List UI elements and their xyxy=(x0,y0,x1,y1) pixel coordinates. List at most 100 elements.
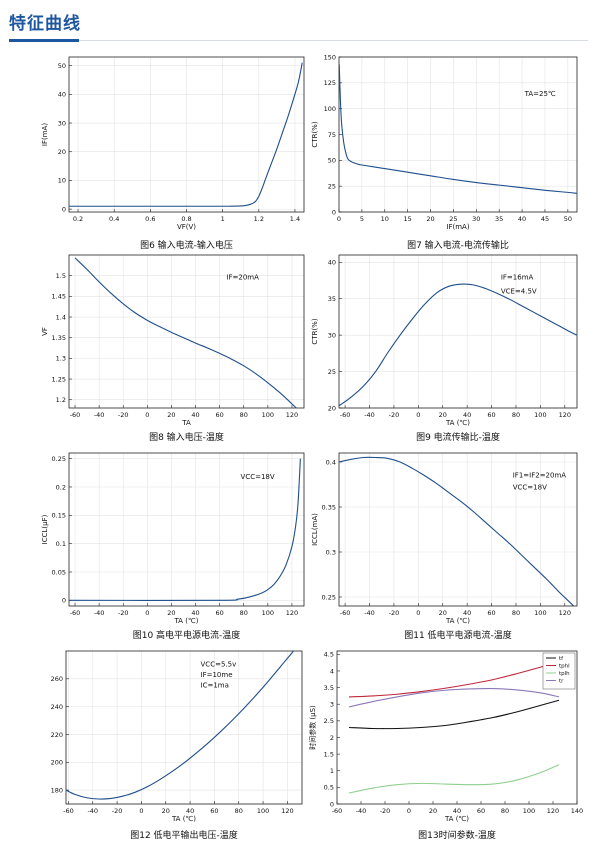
fig11-annotation: VCC=18V xyxy=(513,484,547,492)
fig13-x-tick-label: 0 xyxy=(407,807,411,815)
fig10-x-tick-label: 40 xyxy=(191,609,199,617)
fig11-x-tick-label: -20 xyxy=(389,609,400,617)
fig6-y-tick-label: 20 xyxy=(58,148,66,156)
fig7-x-tick-label: 35 xyxy=(495,215,503,223)
fig7-y-tick-label: 150 xyxy=(324,53,336,61)
fig12-group: -60 -40 -20 0 20 40 60 80 100 120 180 200 220 240 260 T… xyxy=(51,650,303,823)
caption-fig7: 图7 输入电流-电流传输比 xyxy=(407,241,509,251)
fig7-x-tick-label: 0 xyxy=(337,215,341,223)
fig13-y-tick-label: 3 xyxy=(330,701,334,709)
fig7-y-tick-label: 75 xyxy=(328,131,336,139)
fig8-y-tick-label: 1.25 xyxy=(52,375,66,383)
fig9-x-tick-label: 40 xyxy=(463,411,471,419)
fig11-y-axis-label: ICCL(mA) xyxy=(311,513,319,546)
fig13-series-line-tf xyxy=(348,699,560,730)
fig7-x-axis-label: IF(mA) xyxy=(446,223,469,231)
fig6-x-tick-label: 1 xyxy=(221,215,225,223)
fig10-y-tick-label: 0.15 xyxy=(52,512,66,520)
fig7-y-tick-label: 0 xyxy=(332,208,336,216)
fig12-plot-frame xyxy=(65,650,303,805)
fig7-y-tick-label: 50 xyxy=(328,157,336,165)
fig13-y-tick-label: 0 xyxy=(330,800,334,808)
fig11-x-tick-label: 40 xyxy=(463,609,471,617)
fig9-y-tick-label: 30 xyxy=(328,331,336,339)
fig11-x-tick-label: 120 xyxy=(559,609,571,617)
fig10-x-tick-label: -60 xyxy=(70,609,81,617)
fig8-annotation: IF=20mA xyxy=(226,273,259,281)
fig10-plot-frame xyxy=(68,452,305,607)
fig11-x-tick-label: 100 xyxy=(534,609,546,617)
fig10-annotation: VCC=18V xyxy=(241,473,275,481)
fig13-y-tick-label: 2 xyxy=(330,734,334,742)
fig9-x-tick-label: -20 xyxy=(389,411,400,419)
fig13-x-tick-label: -20 xyxy=(380,807,391,815)
fig13-x-tick-label: 60 xyxy=(477,807,485,815)
fig11-y-tick-label: 0.25 xyxy=(322,593,336,601)
fig13-x-tick-label: 120 xyxy=(547,807,559,815)
fig10-y-tick-label: 0.2 xyxy=(56,483,66,491)
fig7-group: 0 5 10 15 20 25 30 35 40 45 50 0 25 50 75 100 125 150 IF(m… xyxy=(311,53,578,231)
fig8-y-tick-label: 1.3 xyxy=(56,355,66,363)
fig7-annotation: TA=25℃ xyxy=(524,90,556,98)
fig13-x-tick-label: 80 xyxy=(501,807,509,815)
fig12-x-tick-label: 40 xyxy=(186,807,194,815)
fig12-annotation: IF=10me xyxy=(201,671,233,679)
fig8-y-tick-label: 1.4 xyxy=(56,313,66,321)
fig10-y-tick-label: 0.25 xyxy=(52,455,66,463)
fig8-x-tick-label: 80 xyxy=(240,411,248,419)
fig10-y-axis-label: ICCL(μF) xyxy=(41,514,49,544)
fig6-x-tick-label: 0.8 xyxy=(181,215,191,223)
fig13-legend-label-tr: tr xyxy=(559,679,564,685)
fig13-legend-label-tplh: tplh xyxy=(559,671,570,677)
caption-fig12: 图12 低电平输出电压-温度 xyxy=(130,831,238,841)
fig12-x-tick-label: 120 xyxy=(281,807,293,815)
fig9-x-tick-label: 20 xyxy=(439,411,447,419)
fig13-x-tick-label: 140 xyxy=(571,807,583,815)
fig13-y-tick-label: 2.5 xyxy=(324,717,334,725)
fig6-y-axis-label: IF(mA) xyxy=(41,123,49,146)
caption-fig6: 图6 输入电流-输入电压 xyxy=(140,241,233,251)
fig13-legend-box xyxy=(542,652,576,690)
fig7-x-tick-label: 50 xyxy=(564,215,572,223)
fig10-x-tick-label: 0 xyxy=(145,609,149,617)
fig8-plot-frame xyxy=(68,254,305,409)
fig12-y-tick-label: 180 xyxy=(51,786,63,794)
fig13-x-tick-label: 20 xyxy=(429,807,437,815)
fig10-x-tick-label: -20 xyxy=(118,609,129,617)
fig11-x-tick-label: 60 xyxy=(487,609,495,617)
fig13-y-axis-label: 时间参数 (μS) xyxy=(308,705,317,750)
fig6-y-tick-label: 0 xyxy=(62,205,66,213)
fig8-y-tick-label: 1.45 xyxy=(52,293,66,301)
fig10-group: -60 -40 -20 0 20 40 60 80 100 120 0 0.05 0.1 0.15 0.2 0… xyxy=(41,452,305,625)
caption-fig8: 图8 输入电压-温度 xyxy=(149,433,224,443)
fig9-y-tick-label: 20 xyxy=(328,404,336,412)
fig9-x-tick-label: 100 xyxy=(534,411,546,419)
fig6-x-tick-label: 0.2 xyxy=(73,215,83,223)
fig9-x-axis-label: TA (℃) xyxy=(445,419,470,427)
fig13-plot-frame xyxy=(336,650,578,805)
fig7-x-tick-label: 20 xyxy=(426,215,434,223)
fig10-y-tick-label: 0.05 xyxy=(52,568,66,576)
fig6-y-tick-label: 40 xyxy=(58,91,66,99)
fig9-x-tick-label: 80 xyxy=(512,411,520,419)
fig11-plot-frame xyxy=(338,452,578,607)
fig8-x-tick-label: -40 xyxy=(94,411,105,419)
fig6-x-tick-label: 1.2 xyxy=(254,215,264,223)
fig11-x-tick-label: 0 xyxy=(416,609,420,617)
fig9-x-tick-label: 120 xyxy=(559,411,571,419)
fig8-x-tick-label: 40 xyxy=(191,411,199,419)
fig8-y-tick-label: 1.35 xyxy=(52,334,66,342)
fig13-x-tick-label: -60 xyxy=(332,807,343,815)
fig13-legend-label-tf: tf xyxy=(559,656,564,662)
caption-fig9: 图9 电流传输比-温度 xyxy=(416,433,500,443)
fig13-y-tick-label: 1 xyxy=(330,767,334,775)
fig9-y-tick-label: 40 xyxy=(328,259,336,267)
fig11-x-axis-label: TA (℃) xyxy=(445,617,470,625)
fig12-x-tick-label: -40 xyxy=(87,807,98,815)
fig8-y-axis-label: VF xyxy=(41,327,49,336)
caption-fig13: 图13时间参数-温度 xyxy=(418,831,496,841)
fig7-x-tick-label: 40 xyxy=(518,215,526,223)
fig11-x-tick-label: -60 xyxy=(340,609,351,617)
fig9-annotation: IF=16mA xyxy=(501,273,534,281)
fig8-series-line xyxy=(74,257,298,408)
